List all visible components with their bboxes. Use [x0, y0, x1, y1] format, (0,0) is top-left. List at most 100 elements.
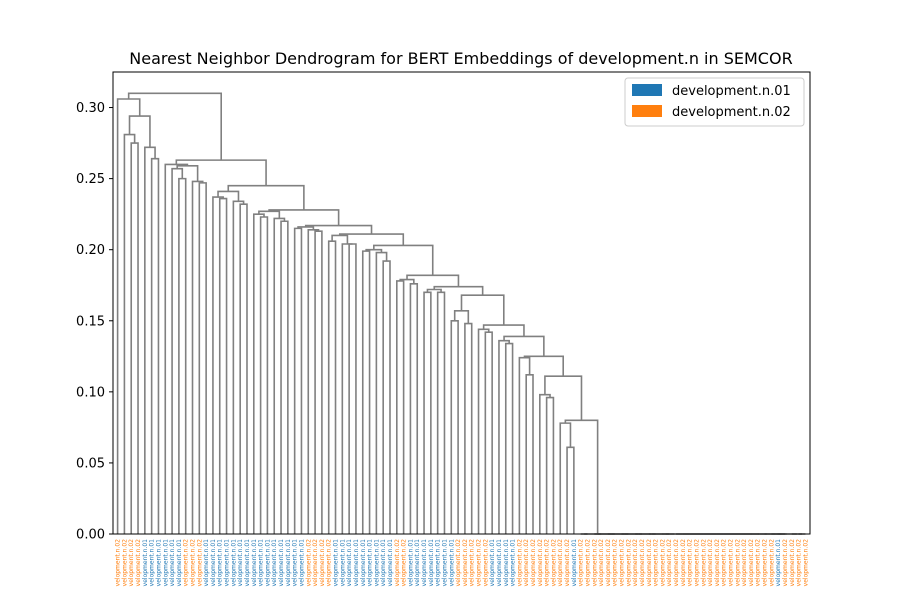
leaf-label: velopment.n.02: [693, 539, 700, 587]
dendrogram-link: [544, 375, 583, 421]
dendrogram-link: [460, 294, 505, 326]
dendrogram-link: [198, 182, 207, 534]
dendrogram-link: [176, 165, 199, 182]
dendrogram-link: [375, 251, 388, 534]
leaf-label: velopment.n.02: [727, 539, 734, 587]
dendrogram-link: [280, 220, 289, 534]
leaf-label: velopment.n.02: [666, 539, 673, 587]
leaf-label: velopment.n.01: [441, 539, 448, 587]
dendrogram-link: [545, 396, 555, 534]
leaf-label: velopment.n.02: [394, 539, 401, 587]
leaf-label: velopment.n.02: [605, 539, 612, 587]
leaf-label: velopment.n.01: [271, 539, 278, 587]
dendrogram-link: [406, 274, 460, 287]
leaf-label: velopment.n.02: [537, 539, 544, 587]
leaf-label: velopment.n.02: [714, 539, 721, 587]
dendrogram-link: [116, 98, 141, 534]
leaf-label: velopment.n.02: [455, 539, 462, 587]
leaf-label: velopment.n.01: [285, 539, 292, 587]
chart-title: Nearest Neighbor Dendrogram for BERT Emb…: [129, 49, 792, 68]
leaf-label: velopment.n.01: [210, 539, 217, 587]
leaf-label: velopment.n.02: [183, 539, 190, 587]
y-tick-label: 0.20: [76, 243, 105, 258]
dendrogram-link: [361, 250, 371, 534]
leaf-label: velopment.n.02: [135, 539, 142, 587]
leaf-label: velopment.n.01: [360, 539, 367, 587]
dendrogram-link: [150, 157, 160, 534]
dendrogram-link: [227, 184, 305, 210]
leaf-label: velopment.n.01: [278, 539, 285, 587]
y-axis: 0.00 0.05 0.10 0.15 0.20 0.25 0.30: [76, 101, 113, 543]
leaf-label: velopment.n.02: [653, 539, 660, 587]
leaf-label: velopment.n.01: [407, 539, 414, 587]
leaf-label: velopment.n.01: [244, 539, 251, 587]
dendrogram-link: [426, 288, 442, 293]
leaf-label: velopment.n.02: [196, 539, 203, 587]
leaf-label: velopment.n.02: [673, 539, 680, 587]
dendrogram-link: [450, 319, 459, 534]
leaf-label: velopment.n.01: [217, 539, 224, 587]
legend-swatch-n02: [632, 105, 662, 117]
leaf-label: velopment.n.02: [659, 539, 666, 587]
leaf-label: velopment.n.02: [782, 539, 789, 587]
dendrogram-link: [127, 92, 223, 161]
leaf-label: velopment.n.01: [346, 539, 353, 587]
legend-label-n01: development.n.01: [672, 84, 791, 99]
dendrogram-link: [144, 146, 156, 534]
leaf-label: velopment.n.02: [312, 539, 319, 587]
leaf-label: velopment.n.02: [476, 539, 483, 587]
leaf-label: velopment.n.01: [373, 539, 380, 587]
leaf-label: velopment.n.02: [326, 539, 333, 587]
leaf-label: velopment.n.01: [155, 539, 162, 587]
leaf-label: velopment.n.01: [237, 539, 244, 587]
legend-swatch-n01: [632, 84, 662, 96]
leaf-label: velopment.n.01: [448, 539, 455, 587]
plot-frame: [112, 71, 811, 535]
y-tick-label: 0.25: [76, 172, 105, 187]
dendrogram-link: [453, 310, 470, 324]
leaf-label: velopment.n.02: [128, 539, 135, 587]
dendrogram-link: [348, 243, 357, 534]
leaf-label: velopment.n.02: [115, 539, 122, 587]
legend: development.n.01 development.n.02: [624, 77, 805, 127]
dendrogram-link: [217, 190, 240, 202]
y-tick-label: 0.05: [76, 456, 105, 471]
y-tick-label: 0.15: [76, 314, 105, 329]
dendrogram-link: [464, 322, 473, 534]
dendrogram-link: [273, 217, 286, 534]
leaf-label: velopment.n.02: [625, 539, 632, 587]
dendrogram-link: [566, 446, 575, 534]
dendrogram-link: [218, 197, 228, 534]
leaf-label: velopment.n.02: [516, 539, 523, 587]
leaf-label: velopment.n.02: [305, 539, 312, 587]
leaf-label: velopment.n.02: [564, 539, 571, 587]
y-tick-label: 0.10: [76, 385, 105, 400]
leaf-label: velopment.n.02: [469, 539, 476, 587]
leaf-label: velopment.n.02: [700, 539, 707, 587]
dendrogram-link: [232, 200, 245, 534]
leaf-label: velopment.n.02: [482, 539, 489, 587]
leaf-label: velopment.n.02: [591, 539, 598, 587]
leaf-label: velopment.n.01: [489, 539, 496, 587]
dendrogram-link: [503, 335, 545, 357]
leaf-label: velopment.n.01: [230, 539, 237, 587]
dendrogram-link: [307, 228, 320, 534]
dendrogram-link: [373, 244, 434, 276]
dendrogram-link: [382, 260, 391, 534]
leaf-label: velopment.n.02: [796, 539, 803, 587]
dendrogram-link: [130, 142, 139, 534]
leaf-label: velopment.n.01: [510, 539, 517, 587]
leaf-label: velopment.n.02: [755, 539, 762, 587]
dendrogram-link: [191, 180, 204, 534]
leaf-label: velopment.n.02: [639, 539, 646, 587]
dendrogram-link: [396, 280, 405, 534]
leaf-label: velopment.n.01: [298, 539, 305, 587]
dendrogram-link: [123, 133, 136, 534]
leaf-label: velopment.n.01: [251, 539, 258, 587]
leaf-label: velopment.n.02: [741, 539, 748, 587]
leaf-label: velopment.n.01: [339, 539, 346, 587]
dendrogram-link: [259, 216, 269, 534]
leaf-label: velopment.n.02: [578, 539, 585, 587]
dendrogram-link: [525, 373, 534, 534]
